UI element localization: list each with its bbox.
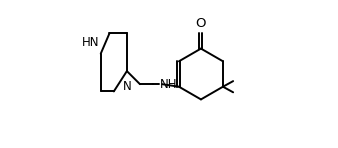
Text: NH: NH xyxy=(160,78,177,91)
Text: O: O xyxy=(196,17,206,30)
Text: N: N xyxy=(123,80,132,93)
Text: HN: HN xyxy=(81,36,99,49)
